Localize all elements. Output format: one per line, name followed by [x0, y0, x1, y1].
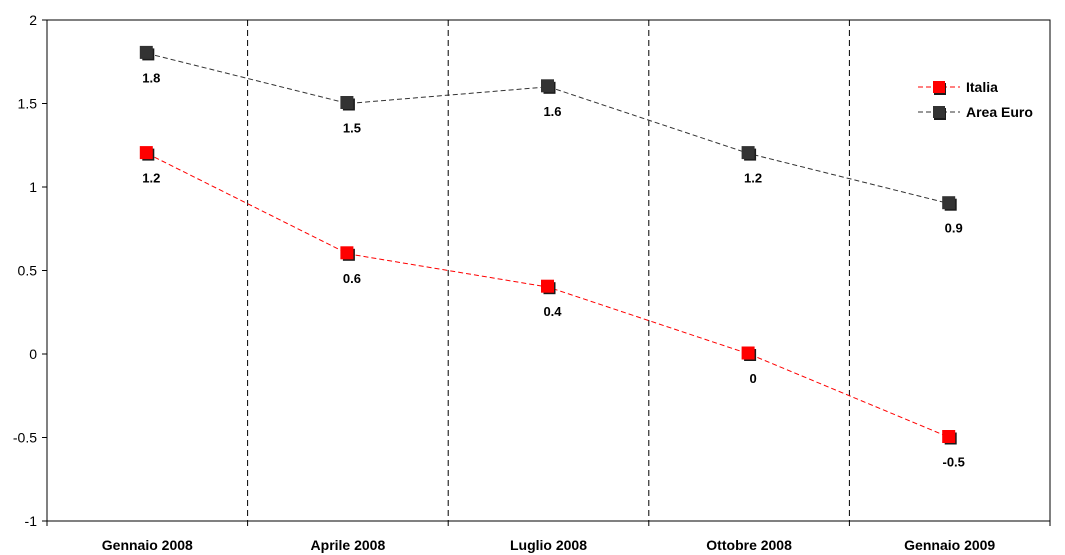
marker-italia: [139, 146, 153, 160]
y-tick-label: -1: [25, 513, 38, 529]
x-category-label: Gennaio 2008: [102, 537, 193, 553]
data-label-area-euro: 1.6: [543, 104, 561, 119]
y-tick-label: 1.5: [18, 96, 38, 112]
y-tick-label: 0.5: [18, 263, 38, 279]
data-label-italia: 0.6: [343, 271, 361, 286]
marker-area-euro: [741, 146, 755, 160]
y-tick-label: 0: [29, 346, 37, 362]
marker-area-euro: [139, 45, 153, 59]
data-label-italia: 0.4: [543, 304, 562, 319]
marker-italia: [541, 279, 554, 293]
data-label-italia: 1.2: [142, 171, 160, 186]
legend-label-italia: Italia: [966, 79, 998, 95]
data-label-area-euro: 1.2: [744, 171, 762, 186]
data-label-area-euro: 1.5: [343, 121, 361, 136]
marker-area-euro: [942, 196, 956, 210]
legend-label-area-euro: Area Euro: [966, 104, 1033, 120]
y-axis: -1 -0.5 0 0.5 1 1.5 2: [13, 12, 47, 529]
series-line-area-euro: [147, 52, 950, 205]
data-label-area-euro: 1.8: [142, 70, 160, 85]
legend-marker-italia: [933, 81, 945, 93]
x-axis: Gennaio 2008 Aprile 2008 Luglio 2008 Ottobr…: [46, 521, 1051, 553]
plot-border: [46, 19, 1051, 522]
data-label-area-euro: 0.9: [945, 221, 963, 236]
y-tick-label: 1: [29, 179, 37, 195]
marker-italia: [942, 430, 956, 443]
x-category-label: Aprile 2008: [311, 537, 386, 553]
series-markers: [139, 45, 957, 445]
x-category-label: Luglio 2008: [510, 537, 587, 553]
series-line-italia: [147, 153, 950, 438]
legend-marker-area-euro: [933, 106, 945, 118]
plot-area: [46, 19, 1051, 522]
y-tick-label: 2: [29, 12, 37, 28]
marker-italia: [741, 346, 755, 360]
x-category-label: Gennaio 2009: [904, 537, 995, 553]
data-label-italia: -0.5: [942, 455, 964, 470]
marker-italia: [340, 246, 354, 260]
data-label-italia: 0: [749, 371, 756, 386]
category-separators: [247, 20, 850, 521]
x-category-label: Ottobre 2008: [706, 537, 792, 553]
marker-area-euro: [340, 96, 354, 109]
marker-area-euro: [541, 79, 554, 93]
data-labels: 1.2 0.6 0.4 0 -0.5 1.8 1.5 1.6 1.2 0.9: [142, 70, 965, 469]
legend: Italia Area Euro: [918, 79, 1033, 120]
y-tick-label: -0.5: [13, 430, 37, 446]
